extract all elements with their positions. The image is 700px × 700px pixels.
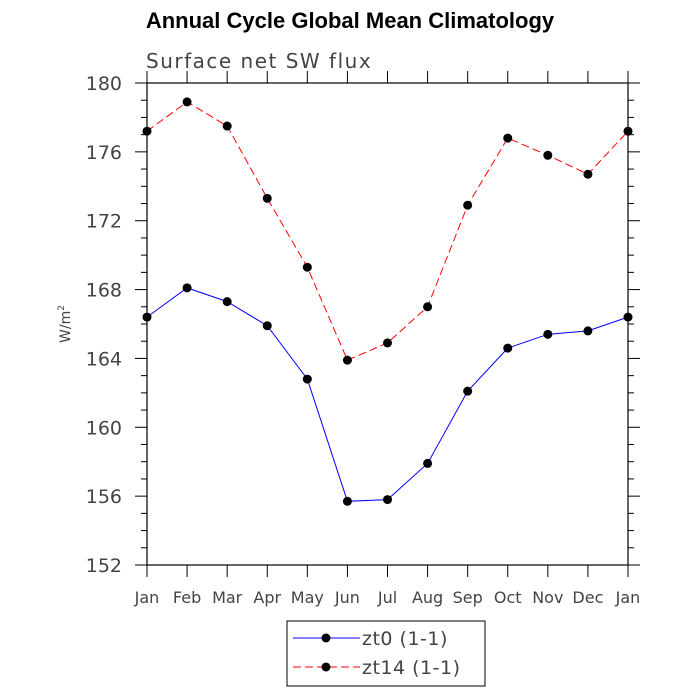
y-axis-label: W/m2 (57, 305, 74, 343)
data-point (262, 321, 272, 331)
data-point (142, 312, 152, 322)
legend-marker-1 (321, 662, 331, 672)
series-group (142, 97, 633, 506)
data-point (262, 193, 272, 203)
legend: zt0 (1-1) zt14 (1-1) (286, 620, 486, 687)
y-tick-label: 172 (86, 211, 122, 233)
legend-label-0: zt0 (1-1) (362, 628, 448, 650)
data-point (142, 126, 152, 136)
data-point (623, 126, 633, 136)
data-point (342, 355, 352, 365)
data-point (182, 283, 192, 293)
legend-marker-0 (321, 633, 331, 643)
data-point (423, 302, 433, 312)
legend-label-1: zt14 (1-1) (362, 657, 461, 679)
data-point (583, 326, 593, 336)
series-line-0 (146, 287, 629, 502)
data-point (302, 262, 312, 272)
x-tick-label: Jul (377, 588, 397, 607)
x-tick-label: Sep (453, 588, 483, 607)
data-point (423, 458, 433, 468)
legend-box (286, 620, 486, 687)
x-tick-labels: Jan Feb Mar Apr May Jun Jul Aug Sep Oct Nov Dec Jan (134, 588, 641, 607)
data-point (182, 97, 192, 107)
x-tick-label: Jan (134, 588, 160, 607)
x-tick-label: Aug (412, 588, 443, 607)
x-tick-label: Mar (212, 588, 243, 607)
data-point (503, 343, 513, 353)
data-point (623, 312, 633, 322)
y-tick-label: 164 (86, 348, 122, 370)
x-tick-label: Apr (253, 588, 281, 607)
x-tick-label: Dec (572, 588, 603, 607)
data-point (543, 329, 553, 339)
x-tick-label: Jan (615, 588, 641, 607)
data-point (302, 374, 312, 384)
y-tick-label: 180 (86, 73, 122, 95)
data-point (583, 169, 593, 179)
data-point (342, 496, 352, 506)
plot-frame (146, 82, 629, 566)
x-tick-label: May (291, 588, 324, 607)
y-tick-label: 160 (86, 417, 122, 439)
data-point (463, 200, 473, 210)
data-point (383, 495, 392, 505)
x-tick-label: Nov (532, 588, 563, 607)
data-point (222, 121, 232, 131)
chart-subtitle: Surface net SW flux (146, 49, 372, 73)
y-tick-label: 168 (86, 280, 122, 302)
data-point (503, 133, 513, 143)
y-tick-label: 156 (86, 486, 122, 508)
y-tick-label: 152 (86, 555, 122, 577)
axis-ticks (135, 71, 640, 577)
data-point (383, 338, 392, 348)
series-line-1 (146, 101, 629, 361)
chart-title: Annual Cycle Global Mean Climatology (145, 8, 555, 33)
y-tick-labels: 152 156 160 164 168 172 176 180 (86, 73, 122, 577)
data-point (463, 386, 473, 396)
x-tick-label: Feb (173, 588, 201, 607)
x-tick-label: Oct (494, 588, 522, 607)
data-point (543, 150, 553, 160)
x-tick-label: Jun (334, 588, 360, 607)
y-tick-label: 176 (86, 142, 122, 164)
data-point (222, 297, 232, 307)
